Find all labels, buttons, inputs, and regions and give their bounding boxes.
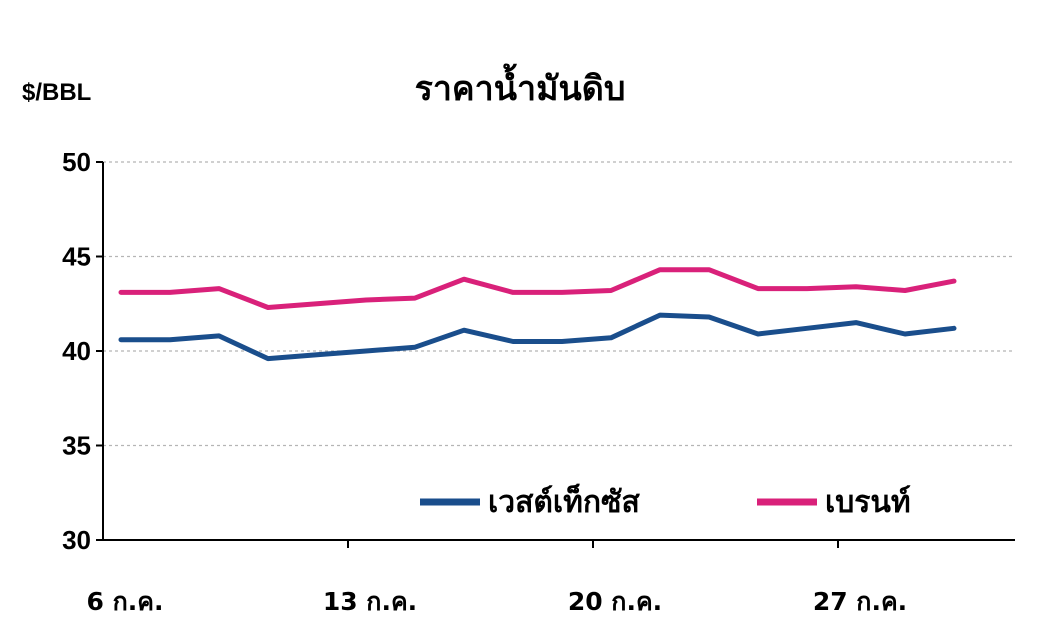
y-tick-label: 50 [62,147,91,177]
x-tick-label: 27 ก.ค. [813,587,907,616]
chart-title: ราคาน้ำมันดิบ [415,63,626,109]
x-tick-label: 6 ก.ค. [87,587,164,616]
y-tick-label: 45 [62,242,91,272]
x-axis-ticks: 6 ก.ค. 13 ก.ค. 20 ก.ค. 27 ก.ค. [87,540,907,616]
axes [102,162,1015,541]
legend-label-west-texas: เวสต์เท็กซัส [488,483,640,520]
y-axis-label: $/BBL [22,79,91,106]
y-tick-label: 35 [62,431,91,461]
legend: เวสต์เท็กซัส เบรนท์ [420,483,911,520]
y-axis-ticks: 30 35 40 45 50 [62,147,103,555]
y-tick-label: 30 [62,525,91,555]
legend-label-brent: เบรนท์ [825,485,911,520]
series-line-brent [118,267,957,310]
series-lines [118,267,957,362]
gridlines [103,161,1015,447]
x-tick-label: 13 ก.ค. [323,587,417,616]
x-tick-label: 20 ก.ค. [568,587,662,616]
y-tick-label: 40 [62,336,91,366]
series-line-west-texas [118,312,957,362]
